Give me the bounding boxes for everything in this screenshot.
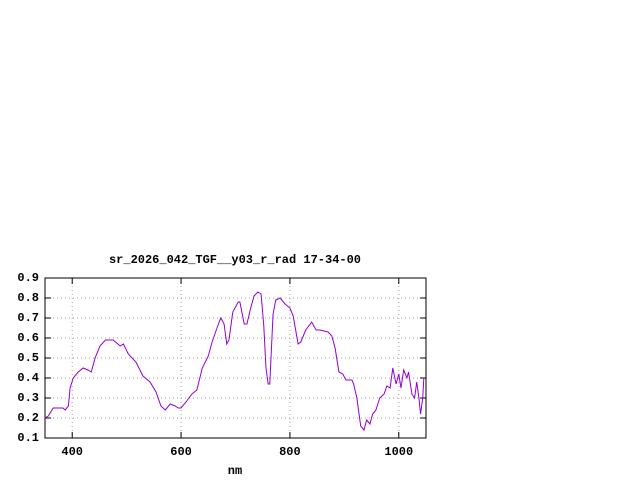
y-tick-label: 0.9 xyxy=(17,271,39,285)
y-tick-label: 0.6 xyxy=(17,331,39,345)
y-tick-label: 0.4 xyxy=(17,371,39,385)
data-line xyxy=(44,291,425,432)
x-tick-label: 600 xyxy=(170,445,192,459)
y-tick-label: 0.7 xyxy=(17,311,39,325)
y-tick-label: 0.2 xyxy=(17,411,39,425)
chart-title: sr_2026_042_TGF__y03_r_rad 17-34-00 xyxy=(109,253,361,267)
y-tick-label: 0.5 xyxy=(17,351,39,365)
plot-border xyxy=(44,277,427,439)
x-tick-label: 1000 xyxy=(384,445,413,459)
x-tick-label: 800 xyxy=(279,445,301,459)
y-tick-label: 0.3 xyxy=(17,391,39,405)
x-axis-label: nm xyxy=(228,464,242,478)
x-tick-label: 400 xyxy=(61,445,83,459)
y-tick-label: 0.8 xyxy=(17,291,39,305)
y-tick-label: 0.1 xyxy=(17,431,39,445)
